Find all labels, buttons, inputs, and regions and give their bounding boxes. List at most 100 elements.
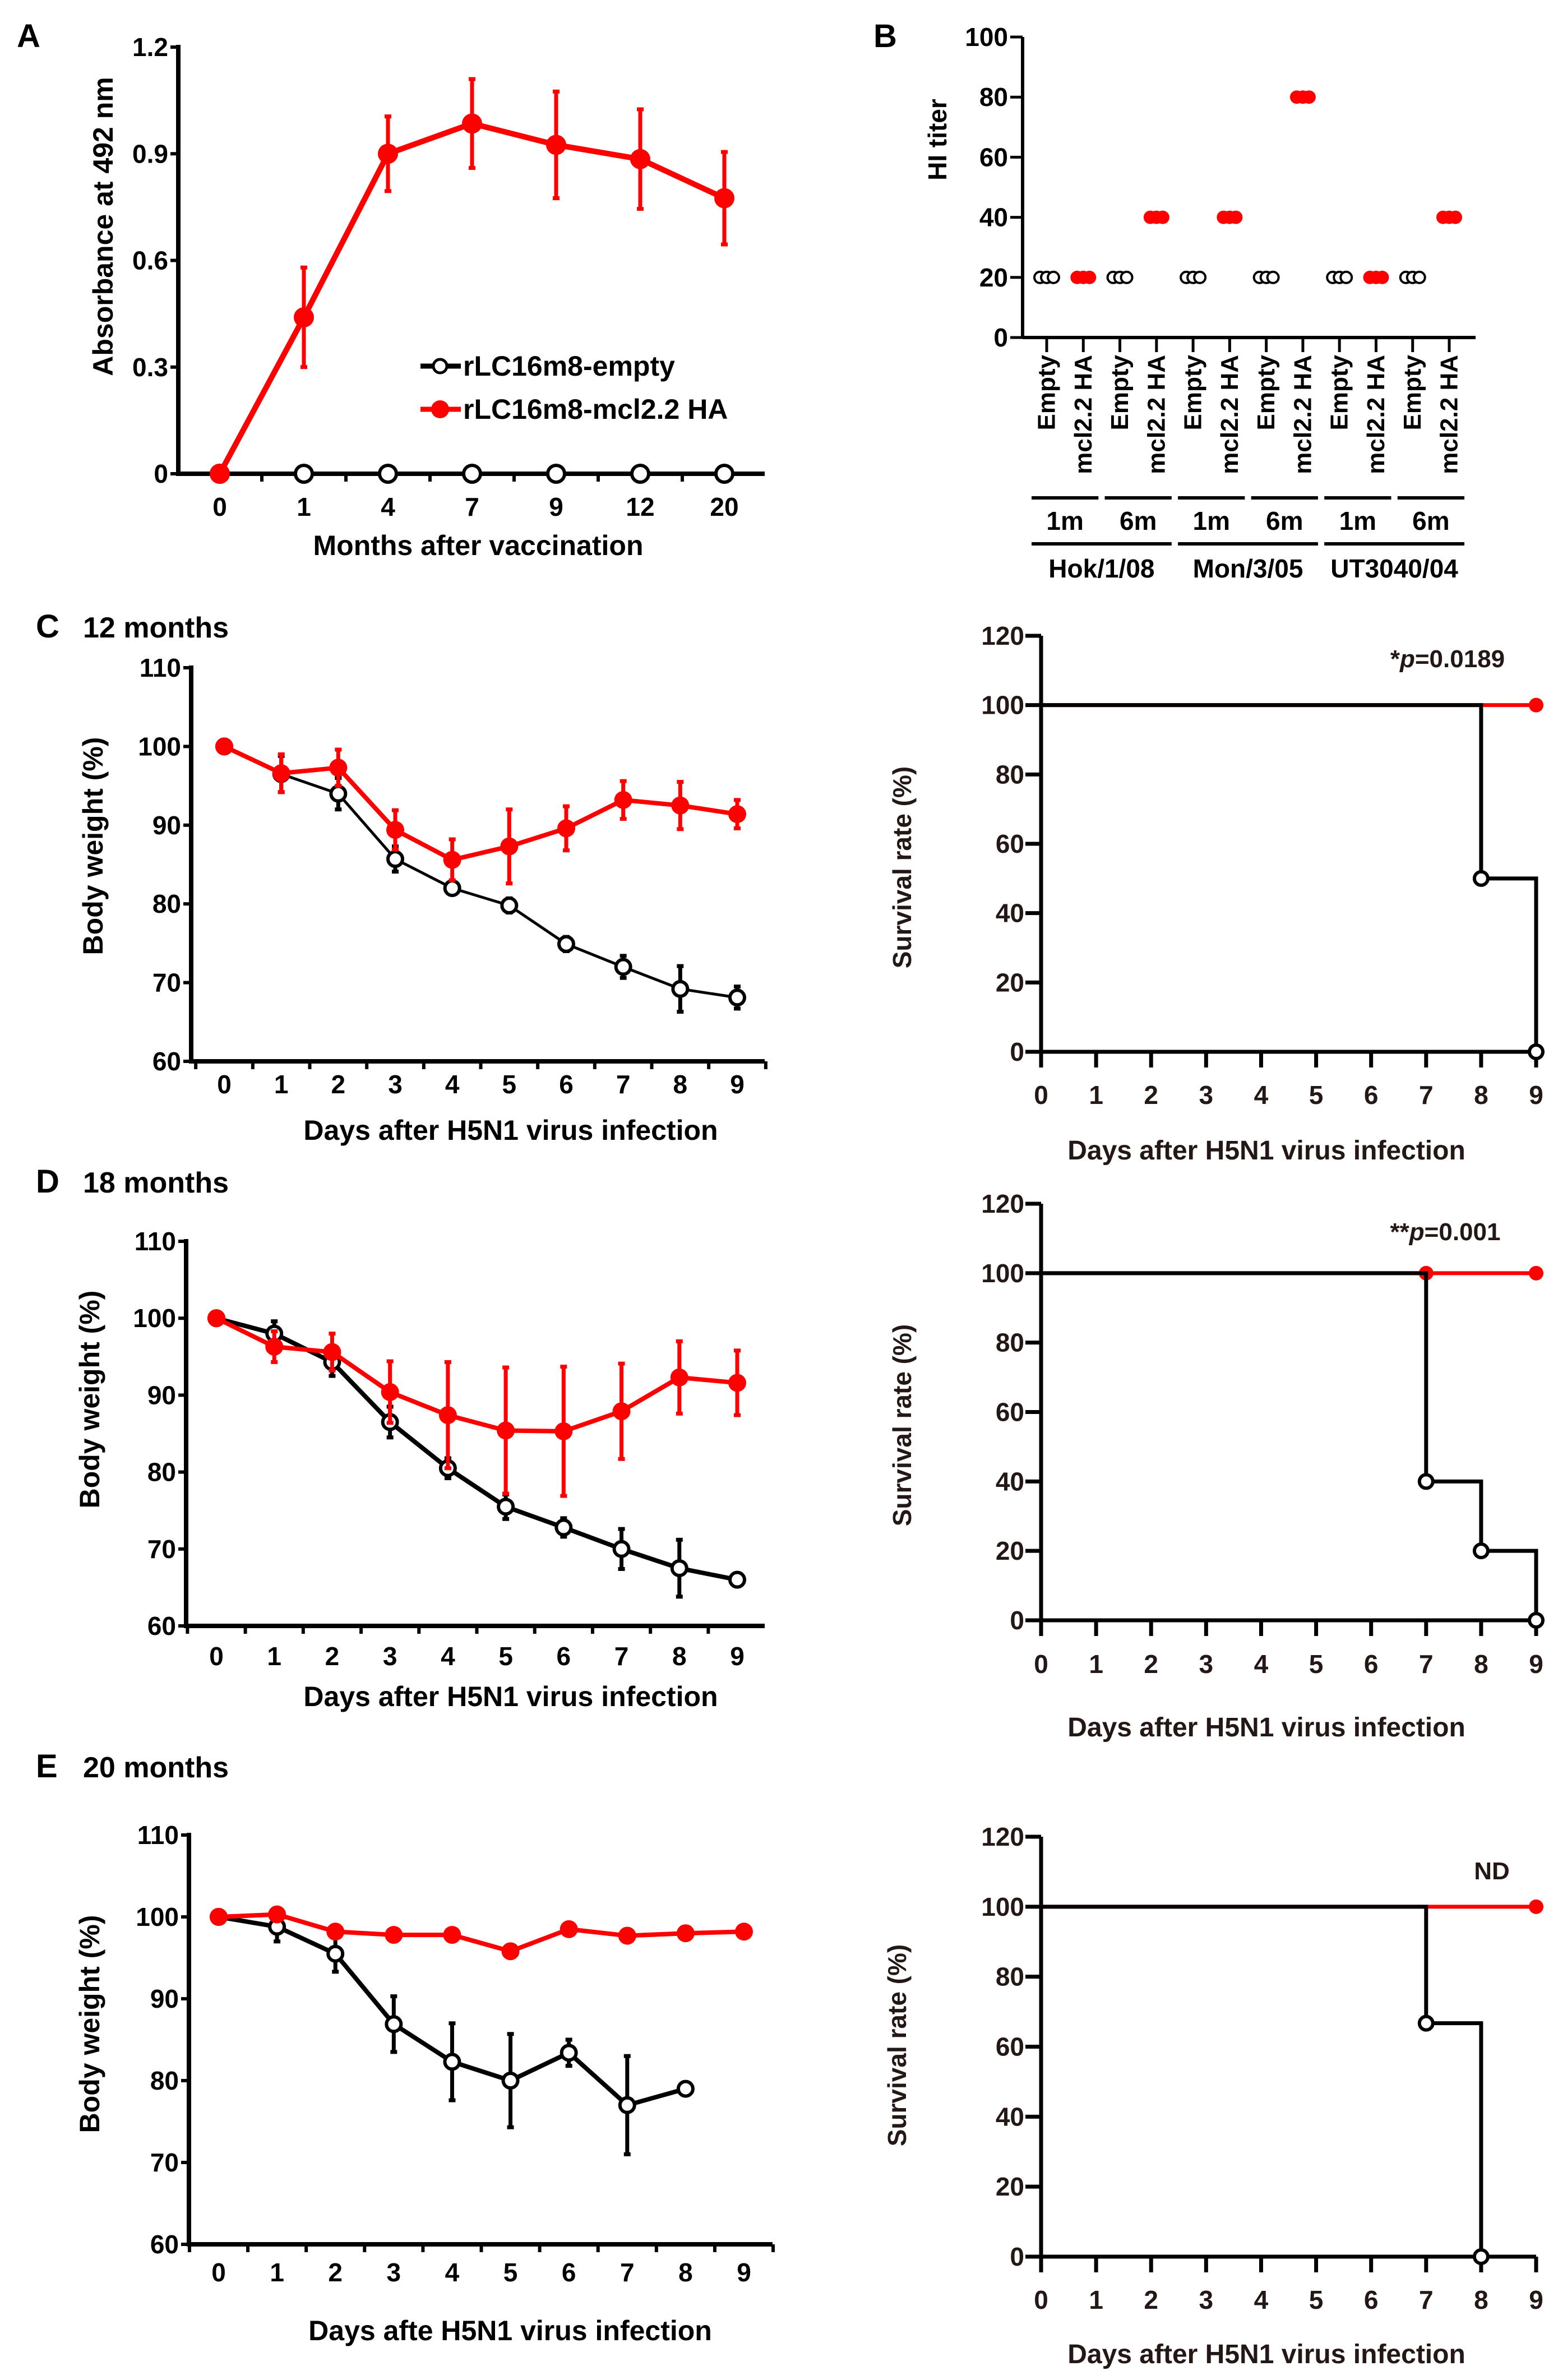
- data-point: [378, 464, 398, 484]
- series-empty: [1041, 1271, 1545, 1629]
- x-tick-label: 20: [710, 492, 738, 521]
- annotation-p: p: [1399, 645, 1415, 673]
- data-point: [614, 791, 632, 809]
- data-point: [614, 958, 632, 976]
- x-tick-label: 6: [559, 1070, 574, 1099]
- x-axis-title: Days after H5N1 virus infection: [1067, 1136, 1465, 1166]
- y-tick-label: 120: [981, 1189, 1024, 1218]
- data-point: [728, 805, 746, 824]
- series-line: [218, 1912, 745, 1954]
- strain-label: UT3040/04: [1330, 554, 1458, 583]
- x-tick-label: 7: [620, 2258, 635, 2287]
- data-point: [560, 2044, 578, 2062]
- y-tick-label: 90: [152, 811, 181, 840]
- x-tick-label: 12: [626, 492, 654, 521]
- data-point: [1302, 90, 1316, 104]
- significance-annotation: **p=0.001: [1390, 1218, 1501, 1246]
- data-point: [268, 1905, 286, 1924]
- data-point: [1120, 270, 1134, 284]
- y-tick-label: 20: [996, 2172, 1024, 2201]
- x-tick-label: 0: [1034, 2285, 1048, 2314]
- significance-annotation: *p=0.0189: [1390, 645, 1505, 673]
- data-point: [560, 1920, 578, 1938]
- data-point: [630, 464, 650, 484]
- y-tick-label: 0: [1010, 1606, 1024, 1635]
- y-tick-label: 0: [1010, 1037, 1024, 1066]
- series-line: [215, 1316, 738, 1434]
- x-tick-label: 9: [1529, 1080, 1543, 1110]
- series-empty: [1041, 703, 1545, 1060]
- data-point: [294, 307, 314, 327]
- y-tick-label: 0.9: [132, 139, 168, 168]
- y-tick-label: 80: [996, 1962, 1024, 1991]
- x-tick-label: 4: [1254, 1649, 1269, 1679]
- data-point: [618, 2096, 636, 2114]
- x-tick-label: 1: [274, 1070, 289, 1099]
- data-point: [385, 2015, 403, 2034]
- y-axis-label: Absorbance at 492 nm: [87, 77, 119, 376]
- data-point: [207, 1309, 225, 1328]
- panel-title-d: 18 months: [83, 1167, 229, 1199]
- data-point: [500, 837, 519, 856]
- x-tick-label: 4: [381, 492, 395, 521]
- x-tick-label: 9: [1529, 2285, 1543, 2314]
- timepoint-label: 1m: [1046, 506, 1083, 535]
- annotation-value: =0.001: [1425, 1218, 1501, 1246]
- y-tick-label: 60: [150, 2230, 179, 2259]
- data-point: [728, 1374, 746, 1392]
- data-point: [443, 879, 461, 898]
- x-tick-label: 0: [217, 1070, 232, 1099]
- data-point: [1155, 210, 1169, 224]
- y-tick-label: 60: [979, 142, 1008, 172]
- x-tick-label: 1: [270, 2258, 284, 2287]
- y-tick-label: 100: [965, 22, 1008, 52]
- data-point: [728, 1570, 746, 1589]
- y-tick-label: 120: [981, 1822, 1024, 1851]
- data-point: [329, 784, 348, 803]
- x-tick-label: 8: [672, 1642, 687, 1671]
- x-tick-label: 1: [1089, 2285, 1103, 2314]
- x-category-label: Empty: [1180, 354, 1207, 430]
- y-tick-label: 0.3: [132, 353, 168, 382]
- chart-panel-c-line: 60 70 80 90 100 110 0 1 2 3 4 5 6 7 8 9 Days after H5N1 …: [77, 653, 768, 1146]
- x-tick-label: 2: [1144, 1649, 1158, 1679]
- x-tick-label: 8: [1474, 2285, 1488, 2314]
- y-tick-label: 110: [140, 653, 181, 682]
- data-point: [1375, 270, 1389, 284]
- x-tick-label: 1: [1089, 1649, 1103, 1679]
- x-category-label: mcl2.2 HA: [1289, 355, 1316, 474]
- y-tick-label: 80: [996, 1328, 1024, 1357]
- x-tick-label: 2: [328, 2258, 343, 2287]
- x-category-label: Empty: [1252, 354, 1280, 430]
- x-tick-label: 5: [1309, 1080, 1324, 1110]
- data-point: [1412, 270, 1426, 284]
- data-point: [210, 464, 230, 484]
- x-tick-label: 5: [1309, 1649, 1324, 1679]
- y-tick-label: 80: [996, 760, 1024, 789]
- x-tick-label: 6: [1364, 1080, 1379, 1110]
- data-point: [265, 1337, 284, 1356]
- x-tick-label: 0: [1034, 1080, 1048, 1110]
- x-tick-label: 3: [383, 1642, 397, 1671]
- legend-label: rLC16m8-empty: [463, 350, 675, 382]
- data-point: [728, 988, 746, 1007]
- y-axis-label: Survival rate (%): [887, 1324, 917, 1526]
- annotation-value: =0.0189: [1415, 645, 1505, 673]
- x-tick-label: 7: [1419, 1080, 1434, 1110]
- x-tick-label: 2: [331, 1070, 346, 1099]
- timepoint-label: 6m: [1412, 506, 1449, 535]
- data-point: [501, 1942, 520, 1961]
- panel-label-a: A: [17, 18, 40, 54]
- y-tick-label: 40: [996, 2102, 1024, 2131]
- y-tick-label: 60: [996, 2032, 1024, 2062]
- data-point: [557, 935, 575, 953]
- y-tick-label: 60: [147, 1611, 176, 1640]
- chart-panel-e-line: 60 70 80 90 100 110 0 1 2 3 4 5 6 7 8 9 Days afte H5N1 v…: [74, 1820, 775, 2346]
- y-tick-label: 0: [993, 323, 1008, 352]
- x-tick-label: 9: [737, 2258, 751, 2287]
- data-point: [618, 1926, 636, 1945]
- censor-point: [1472, 2248, 1490, 2265]
- data-point: [381, 1383, 399, 1401]
- x-tick-label: 4: [445, 1070, 460, 1099]
